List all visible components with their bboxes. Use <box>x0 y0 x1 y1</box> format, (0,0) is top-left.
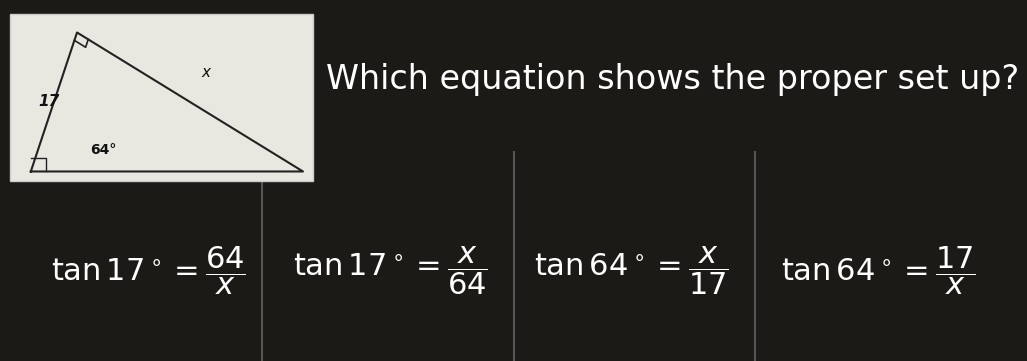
Text: 17: 17 <box>39 93 60 109</box>
Text: $\tan 17^\circ = \dfrac{64}{x}$: $\tan 17^\circ = \dfrac{64}{x}$ <box>51 244 246 297</box>
Text: Which equation shows the proper set up?: Which equation shows the proper set up? <box>326 63 1020 96</box>
Text: 64°: 64° <box>90 143 117 157</box>
Text: $\tan 64^\circ = \dfrac{x}{17}$: $\tan 64^\circ = \dfrac{x}{17}$ <box>534 244 729 297</box>
Text: $\tan 17^\circ = \dfrac{x}{64}$: $\tan 17^\circ = \dfrac{x}{64}$ <box>293 244 488 297</box>
Bar <box>10 14 313 180</box>
Text: $\tan 64^\circ = \dfrac{17}{x}$: $\tan 64^\circ = \dfrac{17}{x}$ <box>781 244 976 297</box>
Text: x: x <box>201 65 210 80</box>
